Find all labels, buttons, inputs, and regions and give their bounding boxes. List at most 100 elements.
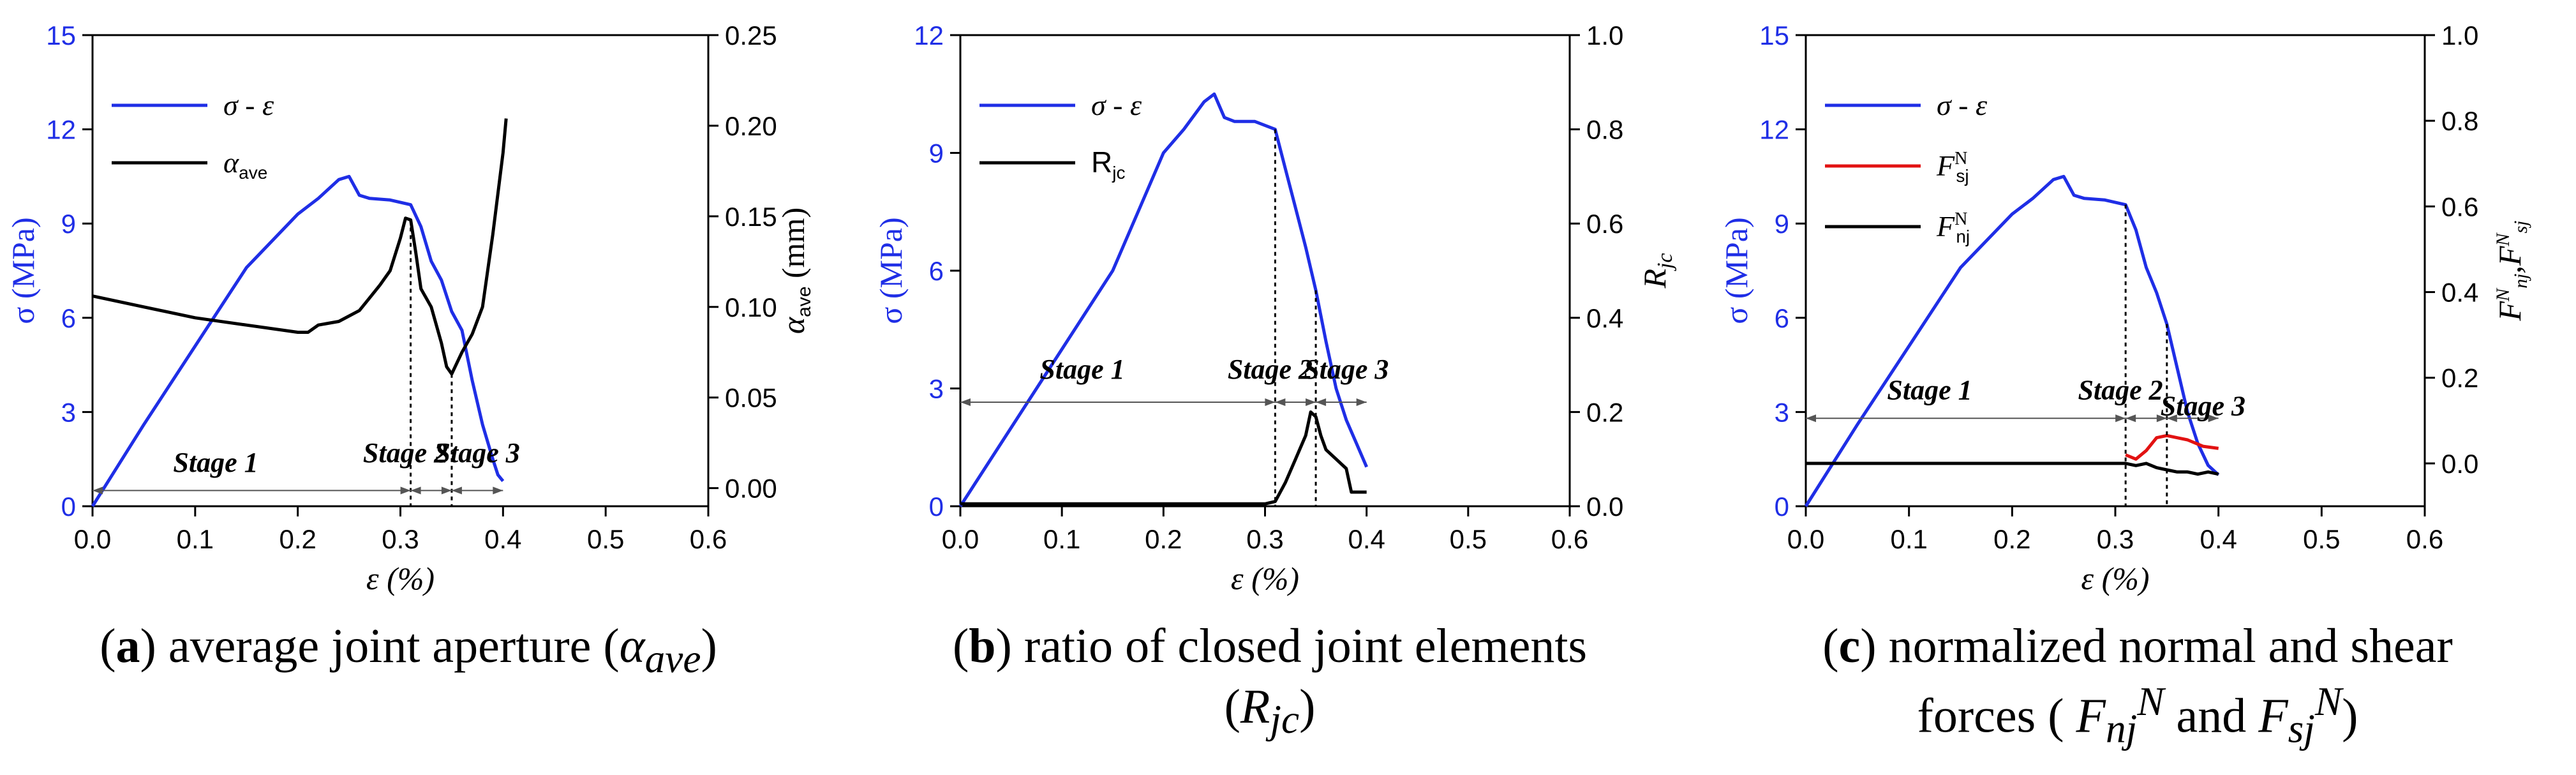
y-right-tick-label: 0.25 [725,20,777,50]
y-left-tick-label: 15 [46,20,76,50]
stage-label: Stage 2 [2078,375,2163,406]
y-left-axis-label: σ (MPa) [5,217,41,324]
caption-c-f2-sub: sj [2288,706,2315,751]
legend-label: σ - ε [223,89,274,121]
chart-panel-c: 0.0 0.1 0.2 0.3 0.4 0.5 0.6 0 3 6 9 12 15 0.0 0.2 0.4 0.… [1718,20,2531,596]
caption-b: (b) ratio of closed joint elements (Rjc) [952,619,1588,742]
y-left-tick-label: 6 [929,256,944,286]
caption-c: (c) normalized normal and shear forces (… [1822,619,2453,751]
series-line [958,92,1368,508]
stage-label: Stage 3 [2161,390,2245,421]
caption-b-open: ( [1224,680,1240,734]
x-axis-label: ε (%) [1231,561,1299,596]
x-tick-label: 0.1 [1043,524,1080,554]
y-right-tick-label: 0.00 [725,474,777,504]
caption-c-f1-sub: nj [2105,706,2138,751]
caption-c-f2: F [2258,689,2288,743]
stage-label: Stage 2 [1228,354,1313,385]
y-right-tick-label: 1.0 [2441,20,2478,50]
series-line [2125,433,2219,461]
stage-label: Stage 2 [363,437,448,469]
caption-c-close: ) [2342,689,2358,743]
stage-arrow-head [2115,414,2126,423]
caption-a-text: average joint aperture ( [168,619,620,673]
stage-arrow-head [410,486,421,495]
series-line [960,410,1367,506]
caption-c-and: and [2164,689,2259,743]
stage-arrow-head [2166,414,2177,423]
x-tick-label: 0.4 [484,524,521,554]
y-left-tick-label: 6 [1775,303,1789,333]
x-tick-label: 0.3 [382,524,419,554]
y-left-tick-label: 3 [929,374,944,404]
chart-panel-b: 0.0 0.1 0.2 0.3 0.4 0.5 0.6 0 3 6 9 12 0.0 0.2 0.4 0.6 0… [873,20,1677,596]
y-left-tick-label: 15 [1759,20,1789,50]
y-right-tick-label: 0.05 [725,383,777,413]
legend-label: FN nj [1936,209,1970,246]
stage-arrow-head [93,486,103,495]
y-left-axis-label: σ (MPa) [873,217,909,324]
stage-arrow-head [441,486,452,495]
stage-arrow-head [493,486,503,495]
stage-arrow-head [1275,398,1286,407]
y-right-tick-label: 0.8 [2441,106,2478,136]
legend-label: σ - ε [1937,89,1988,121]
stage-arrow-head [2208,414,2219,423]
y-left-tick-label: 3 [1775,397,1789,427]
x-tick-label: 0.3 [2097,524,2134,554]
x-tick-label: 0.3 [1246,524,1283,554]
stage-label: Stage 3 [435,437,520,469]
stage-arrow-head [1306,398,1316,407]
y-right-tick-label: 0.8 [1586,115,1623,145]
stage-arrow-head [400,486,411,495]
caption-c-f1-sup: N [2137,679,2164,724]
x-tick-label: 0.4 [1348,524,1385,554]
stage-arrow-head [1265,398,1276,407]
stage-label: Stage 3 [1304,354,1389,385]
legend-label: σ - ε [1091,89,1142,121]
caption-b-letter: b [969,619,996,673]
y-right-axis-label: αave (mm) [775,207,815,334]
chart-panel-a: 0.0 0.1 0.2 0.3 0.4 0.5 0.6 0 3 6 9 12 15 0.00 0.05 0.1… [5,20,815,596]
caption-c-f1: F [2076,689,2106,743]
x-tick-label: 0.6 [690,524,727,554]
x-tick-label: 0.0 [942,524,979,554]
caption-a-letter: a [115,619,140,673]
x-tick-label: 0.5 [587,524,624,554]
y-right-tick-label: 0.0 [1586,492,1623,522]
x-tick-label: 0.6 [2406,524,2443,554]
y-right-tick-label: 0.10 [725,292,777,322]
x-axis-label: ε (%) [366,561,435,596]
legend-label: FN sj [1936,149,1969,186]
x-tick-label: 0.2 [1993,524,2030,554]
y-right-tick-label: 0.20 [725,111,777,141]
legend-label: αave [223,146,267,183]
y-left-tick-label: 12 [914,20,944,50]
stage-label: Stage 1 [173,447,258,478]
y-right-tick-label: 0.4 [1586,303,1623,333]
y-left-tick-label: 9 [61,209,76,239]
series-line [1806,462,2219,476]
stage-label: Stage 1 [1039,354,1124,385]
y-left-tick-label: 9 [929,139,944,169]
caption-c-line1: normalized normal and shear [1888,619,2453,673]
caption-a-close: ) [701,619,717,673]
caption-b-close: ) [1299,680,1316,734]
y-right-tick-label: 0.2 [2441,363,2478,393]
y-left-tick-label: 12 [46,115,76,145]
stage-arrow-head [1356,398,1367,407]
y-left-tick-label: 0 [929,492,944,522]
series-line [1804,174,2220,508]
x-tick-label: 0.1 [177,524,214,554]
y-right-axis-label: Rjc [1637,253,1677,289]
x-tick-label: 0.2 [279,524,316,554]
y-right-tick-label: 0.15 [725,202,777,232]
caption-c-forces: forces ( [1917,689,2076,743]
x-tick-label: 0.4 [2200,524,2237,554]
y-right-tick-label: 0.6 [2441,192,2478,222]
series-line [92,118,508,376]
y-left-tick-label: 0 [61,492,76,522]
y-right-tick-label: 0.0 [2441,449,2478,479]
y-left-tick-label: 3 [61,397,76,427]
